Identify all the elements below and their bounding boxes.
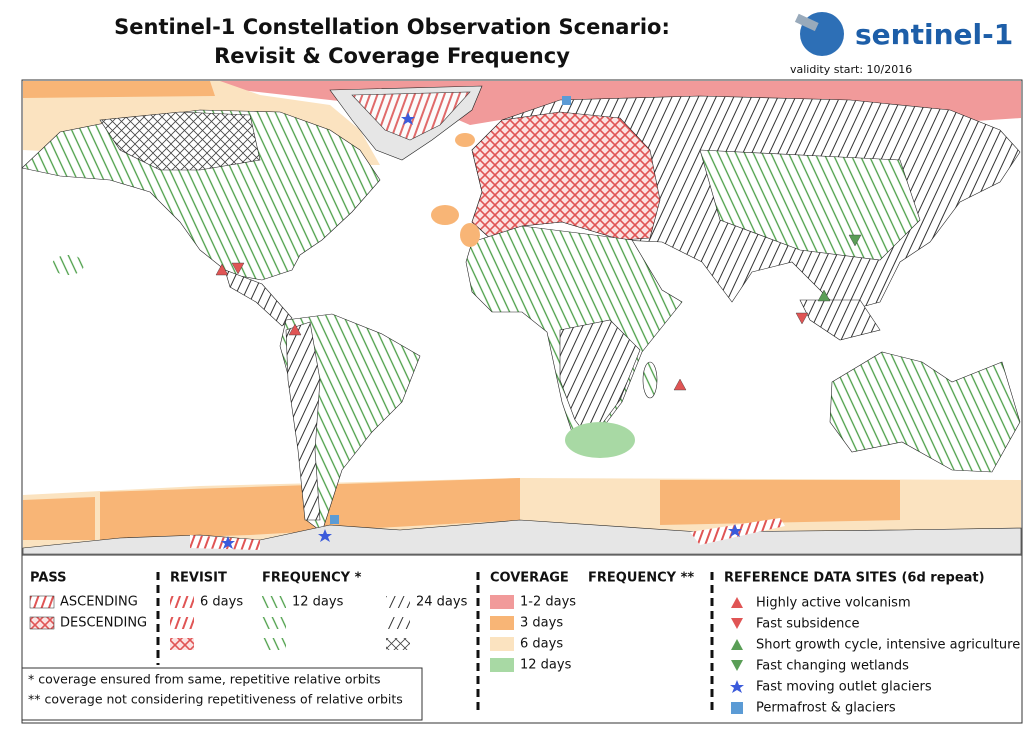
coverage-3-days xyxy=(23,81,215,98)
frequency-item: 12 days xyxy=(292,595,344,610)
note: * coverage ensured from same, repetitive… xyxy=(28,672,381,687)
coverage-swatch xyxy=(490,637,514,651)
site-icon xyxy=(728,524,742,537)
logo-satellite xyxy=(794,13,819,32)
reference-item: Fast changing wetlands xyxy=(756,659,909,674)
reference-item: Permafrost & glaciers xyxy=(756,701,896,716)
europe-revisit xyxy=(471,111,661,241)
coverage-item: 3 days xyxy=(520,616,563,631)
revisit-item: 6 days xyxy=(200,595,243,610)
revisit-title: REVISIT xyxy=(170,571,227,586)
island xyxy=(431,205,459,225)
site-icon xyxy=(673,378,687,391)
site-icon xyxy=(562,96,571,105)
reference-item: Fast moving outlet glaciers xyxy=(756,680,932,695)
coverage-swatch xyxy=(490,616,514,630)
site-icon xyxy=(288,323,302,336)
frequency-item: 24 days xyxy=(416,595,468,610)
island xyxy=(455,133,475,147)
revisit-swatch xyxy=(170,638,194,650)
asia-frequency xyxy=(699,149,921,261)
logo-text: sentinel-1 xyxy=(855,18,1013,51)
coverage-title: COVERAGE xyxy=(490,571,569,586)
site-icon xyxy=(817,289,831,302)
frequency-swatch xyxy=(262,617,286,629)
southeast-asia xyxy=(799,299,881,341)
glacier-icon xyxy=(730,680,744,693)
canada-arctic xyxy=(99,111,261,171)
descending-swatch xyxy=(29,616,55,630)
site-icon xyxy=(795,312,809,325)
site-icon xyxy=(848,234,862,247)
revisit-swatch xyxy=(170,596,194,608)
pass-item: ASCENDING xyxy=(60,595,138,610)
reference-item: Highly active volcanism xyxy=(756,596,911,611)
coverage-3-days xyxy=(23,497,95,540)
agriculture-icon xyxy=(731,639,743,650)
africa-south xyxy=(559,319,641,441)
coverage-item: 1-2 days xyxy=(520,595,576,610)
site-icon xyxy=(215,263,229,276)
andes xyxy=(285,321,321,521)
coverage-1-2-days xyxy=(23,81,1021,125)
coverage-swatch xyxy=(490,595,514,609)
note: ** coverage not considering repetitivene… xyxy=(28,692,403,707)
island xyxy=(52,255,84,275)
greenland-revisit xyxy=(351,91,471,141)
wetlands-icon xyxy=(731,660,743,671)
island xyxy=(460,223,480,247)
frequency-swatch xyxy=(262,596,286,608)
subsidence-icon xyxy=(731,618,743,629)
central-america xyxy=(224,269,293,327)
coverage-frequency-title: FREQUENCY ** xyxy=(588,571,694,586)
title-line-2: Revisit & Coverage Frequency xyxy=(214,44,570,68)
frequency-swatch xyxy=(386,617,410,629)
coverage-item: 6 days xyxy=(520,637,563,652)
legend: PASS ASCENDING DESCENDING REVISIT 6 days… xyxy=(21,554,1023,724)
frequency-title: FREQUENCY * xyxy=(262,571,362,586)
site-icon xyxy=(330,515,339,524)
site-icon xyxy=(231,262,245,275)
title-line-1: Sentinel-1 Constellation Observation Sce… xyxy=(114,15,670,39)
notes-box xyxy=(21,667,423,721)
coverage-item: 12 days xyxy=(520,658,572,673)
pass-item: DESCENDING xyxy=(60,616,147,631)
north-america xyxy=(21,109,381,281)
pass-title: PASS xyxy=(30,571,67,586)
australia xyxy=(829,351,1021,473)
frequency-swatch xyxy=(386,596,410,608)
site-icon xyxy=(221,536,235,549)
site-icon xyxy=(318,529,332,542)
antarctica xyxy=(22,519,1022,555)
coverage-3-days xyxy=(660,480,900,525)
ocean-coverage xyxy=(565,422,635,458)
permafrost-icon xyxy=(731,702,743,714)
frequency-swatch xyxy=(262,638,286,650)
logo: sentinel-1 validity start: 10/2016 xyxy=(790,12,1013,76)
frequency-swatch xyxy=(386,638,410,650)
reference-item: Fast subsidence xyxy=(756,617,860,632)
validity: validity start: 10/2016 xyxy=(790,63,912,76)
map xyxy=(21,79,1023,556)
madagascar xyxy=(642,361,658,399)
reference-title: REFERENCE DATA SITES (6d repeat) xyxy=(724,571,985,586)
revisit-swatch xyxy=(170,617,194,629)
volcanism-icon xyxy=(731,597,743,608)
reference-item: Short growth cycle, intensive agricultur… xyxy=(756,638,1020,653)
ascending-swatch xyxy=(29,595,55,609)
site-icon xyxy=(401,112,415,125)
coverage-swatch xyxy=(490,658,514,672)
